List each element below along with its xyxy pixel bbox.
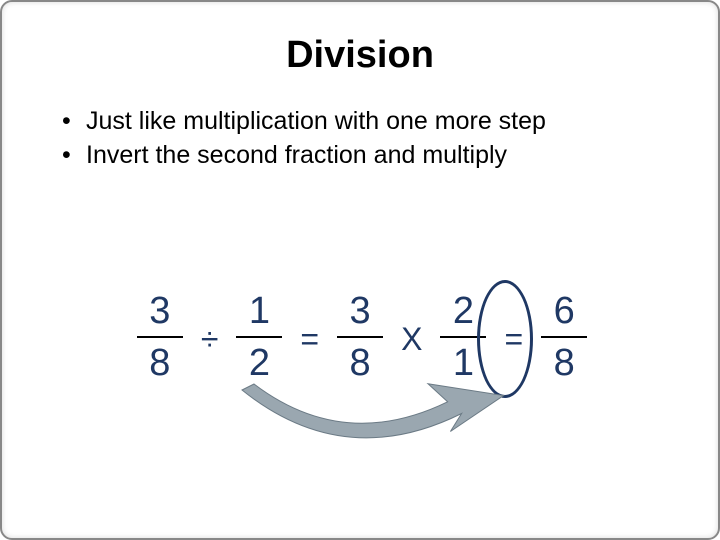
fraction: 38 (337, 292, 383, 382)
fraction: 21 (440, 292, 486, 382)
operator: ÷ (201, 323, 219, 355)
bullet-list: Just like multiplication with one more s… (2, 105, 718, 173)
bullet-item: Just like multiplication with one more s… (62, 105, 718, 139)
fraction-numerator: 6 (554, 292, 575, 330)
fraction-denominator: 2 (249, 344, 270, 382)
operator: = (504, 323, 523, 355)
fraction-denominator: 8 (350, 344, 371, 382)
equation-row: 38÷12=38X21=68 (2, 292, 720, 382)
bullet-item: Invert the second fraction and multiply (62, 139, 718, 173)
fraction: 38 (137, 292, 183, 382)
fraction-denominator: 8 (149, 344, 170, 382)
fraction: 12 (236, 292, 282, 382)
fraction-denominator: 8 (554, 344, 575, 382)
fraction-numerator: 1 (249, 292, 270, 330)
fraction-bar (541, 336, 587, 338)
fraction-numerator: 3 (149, 292, 170, 330)
slide-frame: Division Just like multiplication with o… (0, 0, 720, 540)
operator: X (401, 323, 422, 355)
fraction-denominator: 1 (453, 344, 474, 382)
fraction-bar (440, 336, 486, 338)
fraction-numerator: 2 (453, 292, 474, 330)
operator: = (300, 323, 319, 355)
slide-title: Division (2, 2, 718, 77)
fraction-bar (137, 336, 183, 338)
fraction: 68 (541, 292, 587, 382)
invert-arrow-icon (232, 382, 512, 472)
fraction-bar (236, 336, 282, 338)
fraction-bar (337, 336, 383, 338)
fraction-numerator: 3 (350, 292, 371, 330)
